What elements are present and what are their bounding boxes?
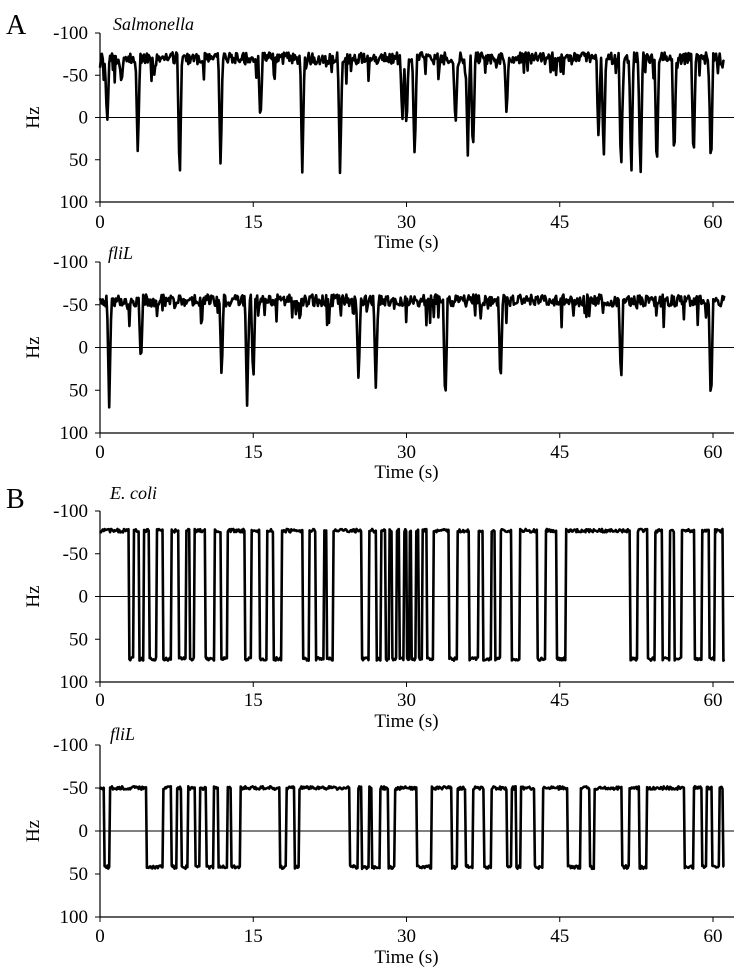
x-tick-label: 45	[550, 442, 569, 463]
y-tick-label: -100	[53, 735, 88, 756]
y-tick-label: 0	[79, 821, 89, 842]
x-tick-label: 60	[704, 212, 723, 233]
y-tick-label: -100	[53, 501, 88, 522]
y-axis-label: Hz	[23, 336, 44, 358]
x-axis-label: Time (s)	[374, 947, 438, 968]
x-tick-label: 45	[550, 690, 569, 711]
y-tick-label: 50	[69, 864, 88, 885]
panel-letter-a: A	[6, 10, 27, 41]
x-tick-label: 45	[550, 926, 569, 947]
y-tick-label: -100	[53, 23, 88, 44]
x-axis-label: Time (s)	[374, 462, 438, 483]
x-tick-label: 15	[244, 212, 263, 233]
y-tick-label: -50	[63, 778, 88, 799]
y-tick-label: 100	[60, 423, 89, 444]
y-tick-label: 100	[60, 907, 89, 928]
y-tick-label: -50	[63, 295, 88, 316]
y-tick-label: 50	[69, 380, 88, 401]
y-axis-label: Hz	[23, 820, 44, 842]
x-tick-label: 60	[704, 926, 723, 947]
series-line	[98, 51, 725, 175]
panel-letter-b: B	[6, 484, 25, 515]
series-line	[98, 785, 725, 871]
chart-title: Salmonella	[113, 14, 194, 34]
y-tick-label: 0	[79, 338, 89, 359]
chart-flil-b: fliL -100 -50 0 50 100 0 15 30 45 60 Hz Time (s)	[23, 724, 734, 968]
x-tick-label: 30	[397, 926, 416, 947]
y-tick-label: 100	[60, 192, 89, 213]
x-tick-label: 30	[397, 442, 416, 463]
y-axis-label: Hz	[23, 585, 44, 607]
x-tick-label: 30	[397, 212, 416, 233]
x-tick-label: 0	[95, 212, 105, 233]
x-axis-label: Time (s)	[374, 232, 438, 253]
x-tick-label: 30	[397, 690, 416, 711]
x-tick-label: 60	[704, 690, 723, 711]
y-tick-label: -50	[63, 65, 88, 86]
x-tick-label: 0	[95, 442, 105, 463]
chart-title: E. coli	[109, 483, 157, 503]
series-line	[98, 293, 726, 409]
x-tick-label: 15	[244, 442, 263, 463]
x-tick-label: 45	[550, 212, 569, 233]
x-tick-label: 0	[95, 690, 105, 711]
y-tick-label: -50	[63, 544, 88, 565]
y-axis-label: Hz	[23, 106, 44, 128]
y-tick-label: 50	[69, 150, 88, 171]
y-tick-label: 50	[69, 629, 88, 650]
x-tick-label: 15	[244, 926, 263, 947]
series-line	[98, 527, 726, 662]
chart-title: fliL	[110, 724, 135, 744]
y-tick-label: 100	[60, 672, 89, 693]
chart-title: fliL	[108, 243, 133, 263]
y-tick-label: 0	[79, 587, 89, 608]
y-tick-label: -100	[53, 252, 88, 273]
chart-flil-a: fliL -100 -50 0 50 100 0 15 30 45 60 Hz Time (s)	[23, 243, 734, 483]
chart-salmonella: Salmonella -100 -50 0 50 100 0 15 30 45 60 Hz Time (…	[23, 14, 734, 253]
x-tick-label: 60	[704, 442, 723, 463]
y-tick-label: 0	[79, 108, 89, 129]
x-axis-label: Time (s)	[374, 711, 438, 732]
x-tick-label: 0	[95, 926, 105, 947]
x-tick-label: 15	[244, 690, 263, 711]
chart-ecoli: E. coli -100 -50 0 50 100 0 15 30 45 60 Hz Time (s)	[23, 483, 734, 732]
